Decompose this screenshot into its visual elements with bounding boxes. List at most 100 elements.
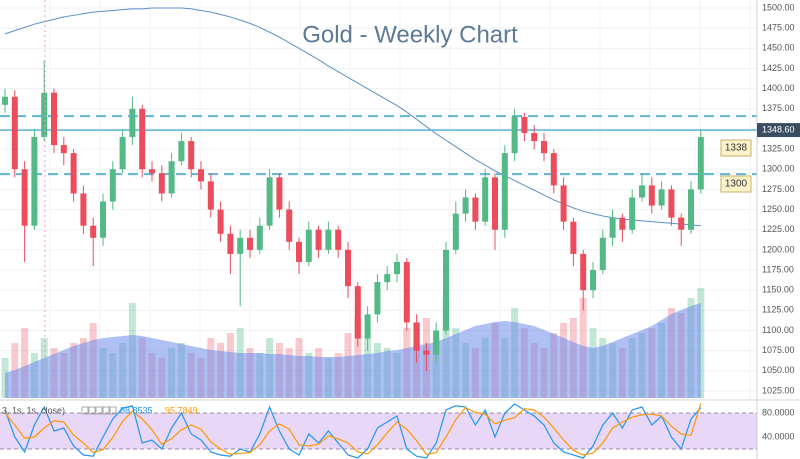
y-tick-label: 1200.00 [762, 244, 795, 254]
stoch-toolbar-box [95, 406, 103, 415]
candle-body [501, 153, 508, 230]
y-tick-label: 1500.00 [762, 2, 795, 12]
y-tick-label: 1300.00 [762, 164, 795, 174]
stoch-toolbar-box [102, 406, 110, 415]
candle-body [256, 225, 263, 250]
candle-body [531, 133, 538, 142]
candle-body [80, 193, 87, 226]
y-tick-label: 1425.00 [762, 63, 795, 73]
annotation-box [720, 175, 752, 193]
candle-body [21, 169, 28, 226]
stoch-d-readout: 95.7849 [165, 405, 198, 415]
candle-body [482, 177, 489, 222]
candle-body [41, 92, 48, 138]
candle-body [609, 217, 616, 238]
candle-body [31, 137, 38, 226]
candle-body [462, 197, 469, 214]
candle-body [560, 185, 567, 222]
candle-body [413, 322, 420, 351]
candle-body [158, 173, 165, 194]
annotation: 1300 [725, 179, 748, 190]
y-tick-label: 1400.00 [762, 83, 795, 93]
candle-body [51, 92, 57, 146]
candle-body [168, 161, 175, 194]
candle-body [521, 116, 528, 133]
stoch-d-line [4, 403, 702, 456]
candle-body [374, 282, 381, 315]
y-tick-label: 1100.00 [762, 325, 794, 335]
candle-body [688, 189, 694, 230]
candle-body [354, 286, 361, 339]
candle-body [2, 96, 8, 105]
candle-body [423, 350, 430, 355]
candle-body [237, 237, 244, 254]
candle-body [492, 177, 498, 230]
candle-body [394, 261, 400, 275]
y-tick-label: 1125.00 [762, 305, 794, 315]
candle-body [129, 108, 136, 138]
candle-body [286, 209, 293, 242]
y-tick-label: 1475.00 [762, 23, 795, 33]
candle-body [247, 237, 253, 250]
candle-body [599, 237, 606, 271]
stoch-toolbar-box [81, 406, 89, 415]
candle-body [511, 116, 518, 154]
candle-body [70, 153, 77, 194]
y-tick-label: 1025.00 [762, 385, 795, 395]
candle-body [580, 253, 587, 291]
candle-body [658, 189, 665, 206]
candle-body [619, 217, 626, 230]
candle-body [550, 153, 557, 186]
y-tick-label: 1450.00 [762, 43, 795, 53]
candle-body [335, 229, 342, 250]
candle-body [60, 145, 67, 154]
y-tick-label: 1150.00 [762, 285, 794, 295]
volume-ma-area [5, 303, 701, 398]
stoch-tick-label: 40.0000 [762, 431, 795, 441]
candle-body [100, 201, 106, 238]
last-price-label: 1348.60 [762, 124, 795, 134]
candle-body [188, 141, 195, 170]
last-price-tag [757, 123, 800, 138]
candle-body [403, 261, 410, 323]
y-tick-label: 1375.00 [762, 103, 795, 113]
stoch-toolbar-box [88, 406, 96, 415]
candle-body [345, 249, 351, 287]
stoch-toolbar-box [109, 406, 117, 415]
stoch-k-readout: 88.8535 [120, 405, 153, 415]
candle-body [639, 185, 645, 198]
stoch-k-line [4, 403, 702, 459]
candle-body [296, 241, 302, 262]
y-tick-label: 1275.00 [762, 184, 795, 194]
candle-body [109, 169, 116, 202]
y-tick-label: 1050.00 [762, 365, 795, 375]
candle-body [119, 137, 126, 170]
candle-body [325, 229, 332, 250]
y-tick-label: 1075.00 [762, 345, 795, 355]
candle-body [198, 169, 204, 182]
candle-body [541, 141, 547, 154]
y-tick-label: 1325.00 [762, 143, 795, 153]
candle-body [472, 197, 479, 222]
candle-body [433, 330, 440, 355]
candle-body [668, 189, 675, 218]
y-tick-label: 1175.00 [762, 264, 794, 274]
candle-body [276, 177, 283, 210]
candle-body [697, 137, 704, 190]
candle-body [178, 141, 185, 162]
candle-body [11, 96, 18, 170]
candle-body [227, 233, 234, 254]
candle-body [305, 229, 312, 262]
candle-body [590, 270, 596, 291]
candle-body [678, 217, 685, 230]
candle-body [384, 274, 391, 283]
candle-body [570, 221, 577, 254]
stoch-label: 3, 1s, 1s, close) [2, 405, 65, 415]
candle-body [452, 213, 459, 250]
moving-average [4, 7, 701, 227]
candle-body [149, 169, 155, 174]
candle-body [443, 249, 449, 331]
candle-body [648, 185, 655, 206]
annotation: 1338 [725, 143, 748, 154]
